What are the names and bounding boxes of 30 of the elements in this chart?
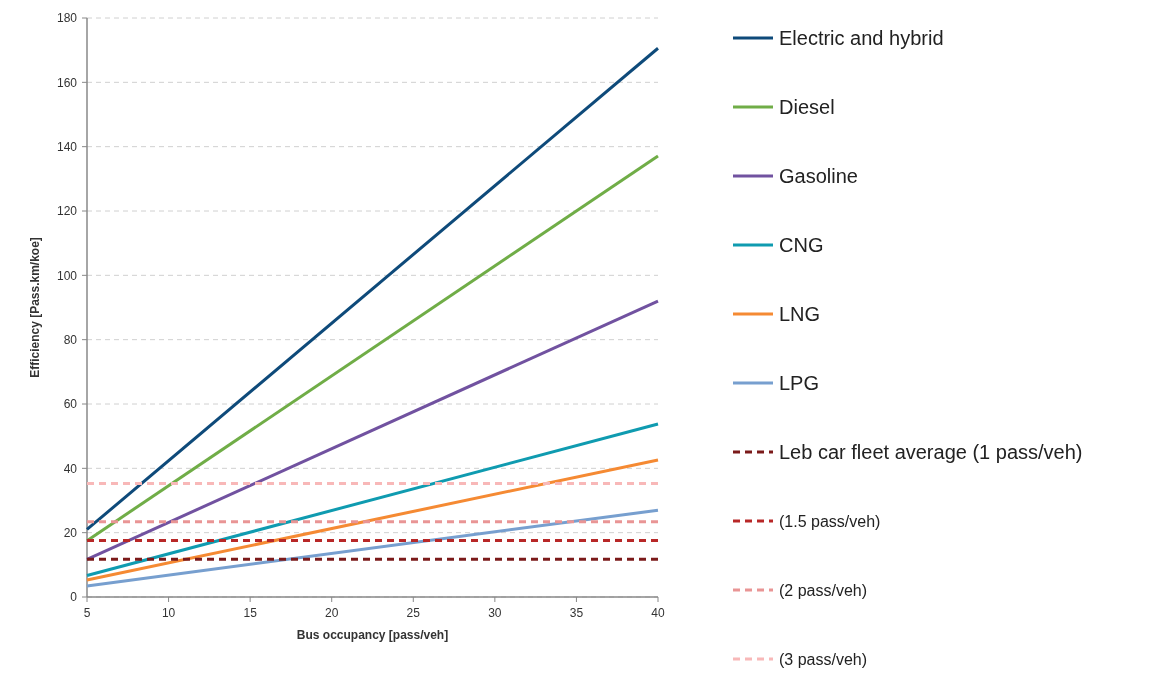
x-tick-label: 35	[569, 606, 584, 620]
y-tick-label: 20	[63, 525, 78, 540]
y-tick-label: 0	[70, 590, 78, 605]
legend-label: Electric and hybrid	[779, 27, 944, 49]
legend-label: (1.5 pass/veh)	[779, 512, 881, 530]
x-tick-label: 30	[488, 606, 502, 620]
y-tick-label: 100	[56, 268, 78, 283]
legend-label: LPG	[779, 372, 820, 394]
y-axis-title: Efficiency [Pass.km/koe]	[28, 237, 42, 378]
x-tick-label: 10	[161, 606, 176, 620]
legend-label: CNG	[779, 234, 824, 256]
x-tick-label: 5	[83, 606, 91, 620]
y-tick-label: 140	[56, 139, 78, 154]
y-tick-label: 40	[63, 461, 78, 476]
x-tick-label: 15	[243, 606, 258, 620]
legend-label: Leb car fleet average (1 pass/veh)	[779, 441, 1083, 463]
legend-label: (3 pass/veh)	[779, 650, 868, 668]
legend-label: (2 pass/veh)	[779, 581, 868, 599]
x-tick-label: 20	[325, 606, 339, 620]
legend-label: Gasoline	[779, 165, 858, 187]
x-tick-label: 40	[651, 606, 665, 620]
x-tick-label: 25	[406, 606, 421, 620]
y-tick-label: 60	[63, 397, 78, 412]
x-axis-title: Bus occupancy [pass/veh]	[296, 628, 449, 642]
y-tick-label: 120	[56, 204, 78, 219]
y-tick-label: 80	[63, 332, 78, 347]
y-tick-label: 160	[56, 75, 78, 90]
legend-label: LNG	[779, 303, 821, 325]
legend-label: Diesel	[779, 96, 835, 118]
y-tick-label: 180	[56, 11, 78, 26]
